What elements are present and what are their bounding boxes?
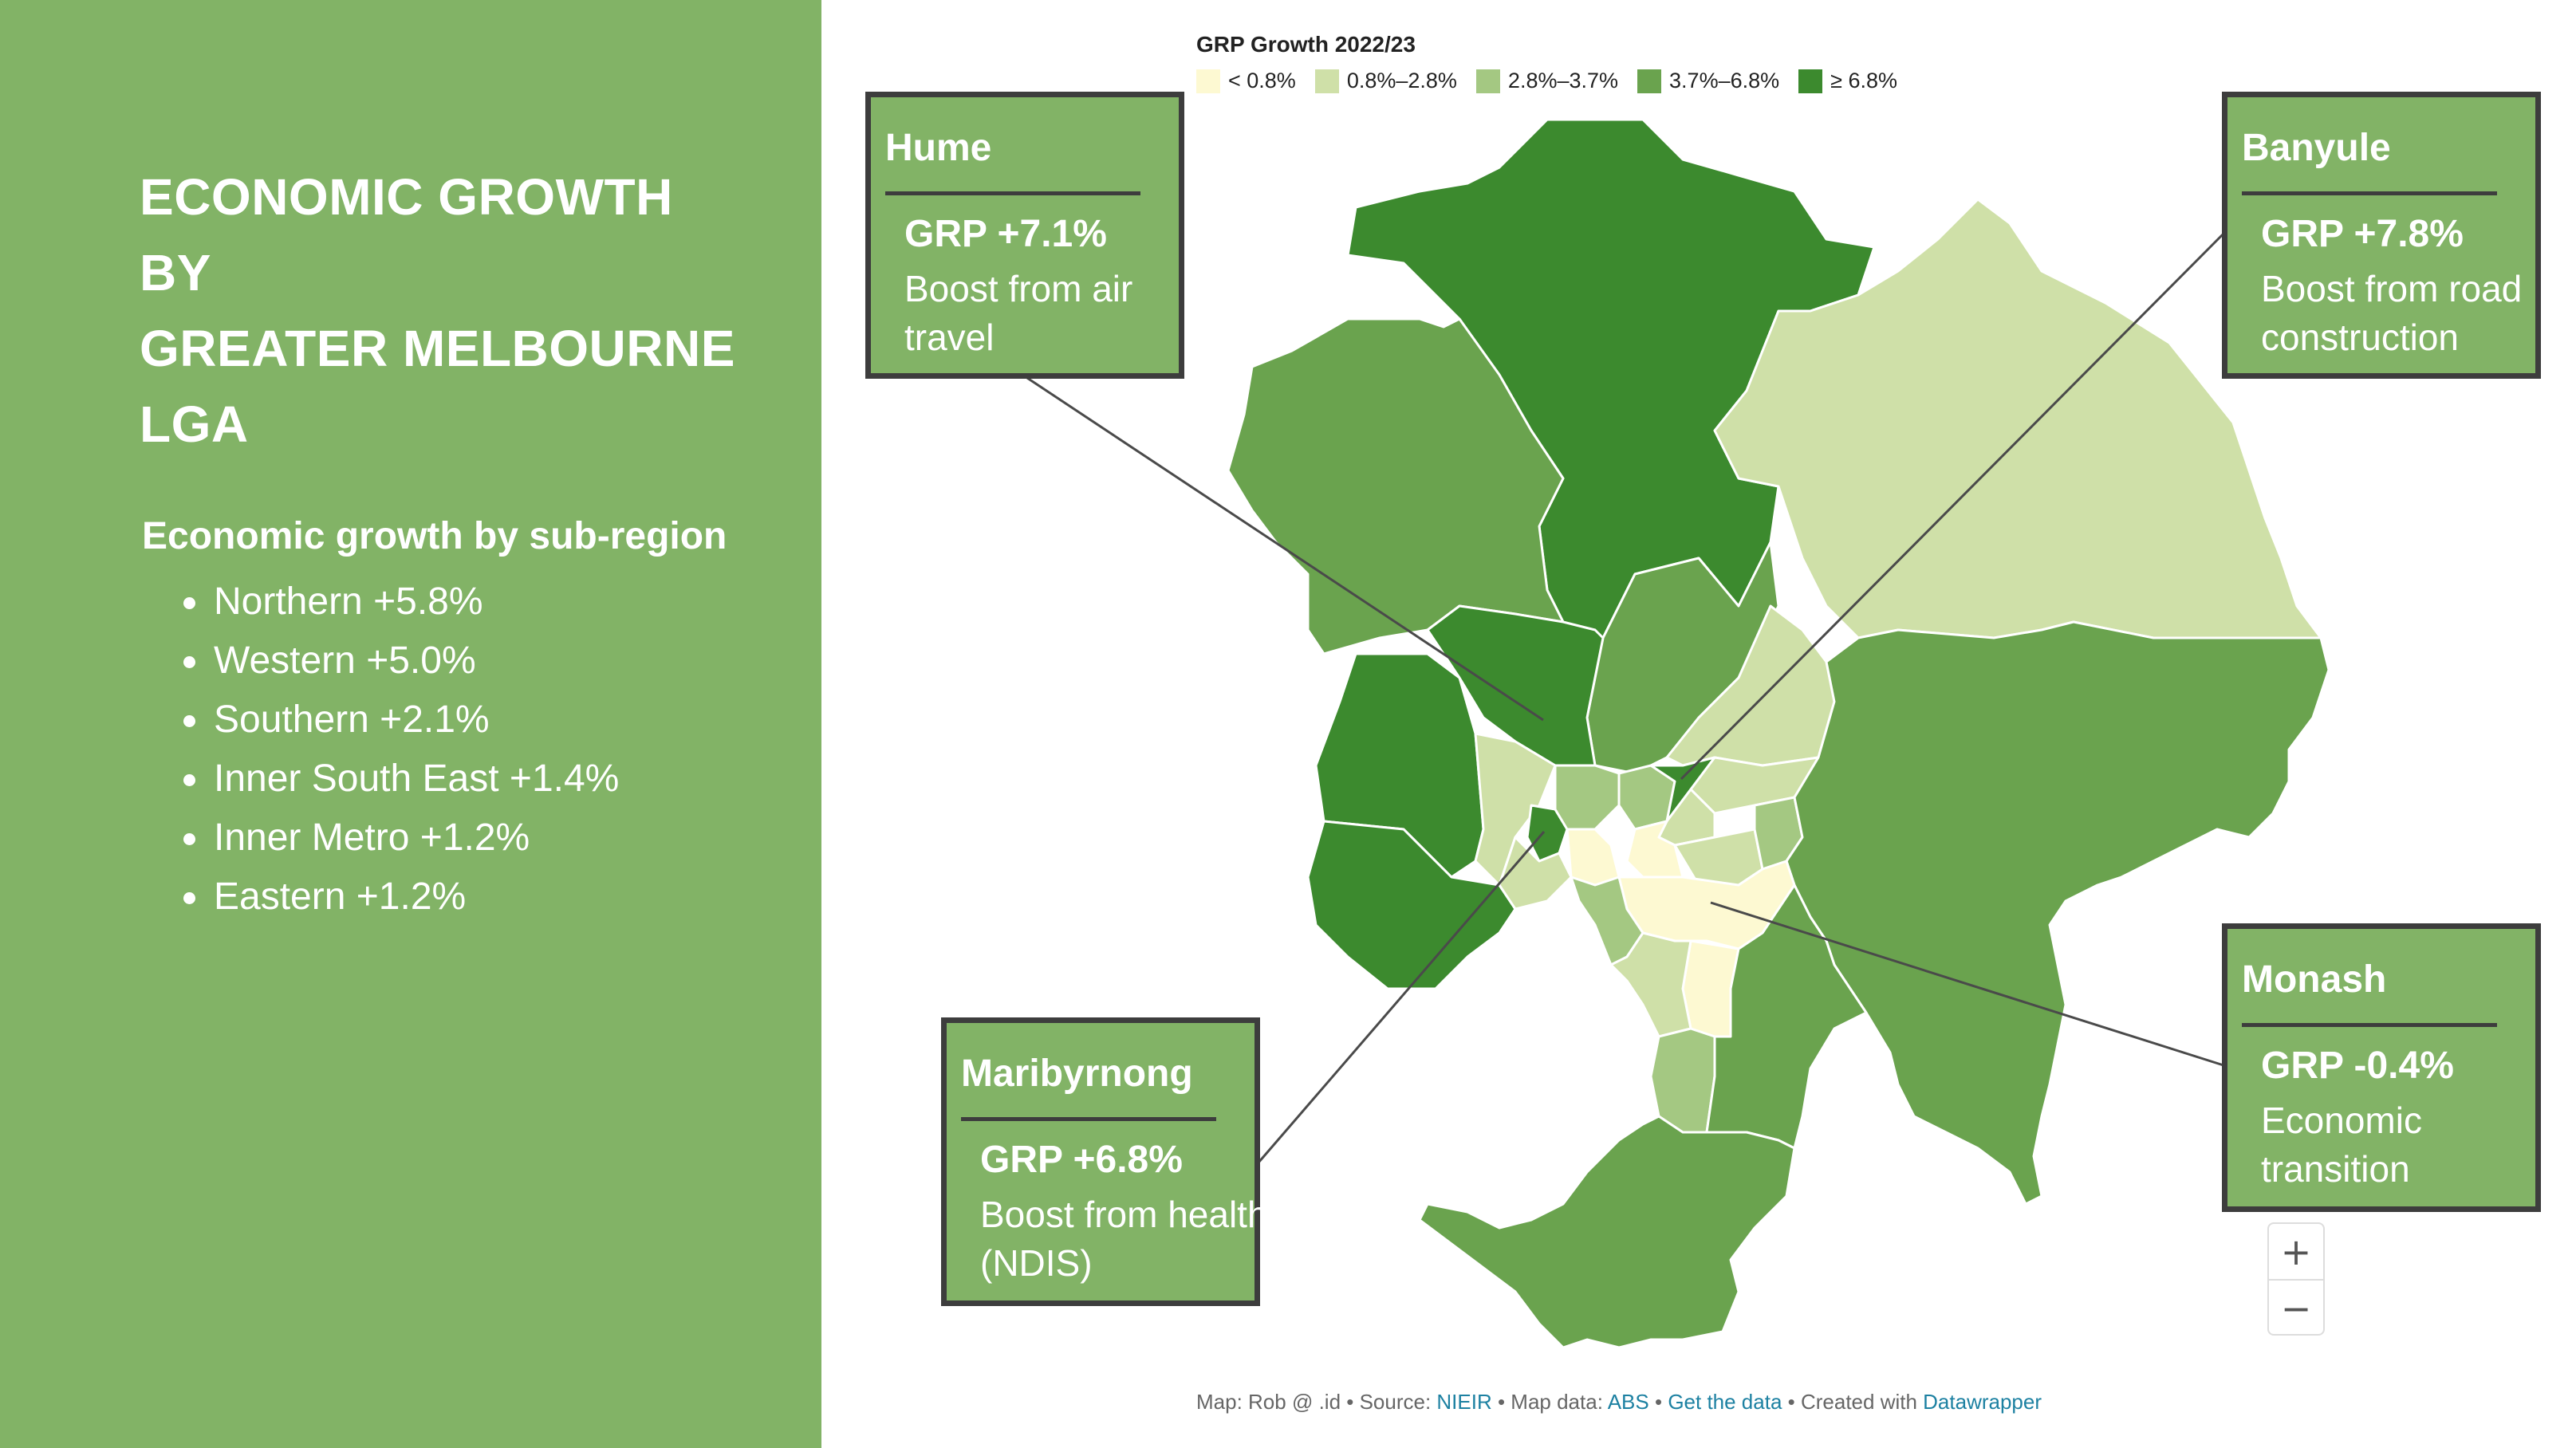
map-legend: < 0.8% 0.8%–2.8% 2.8%–3.7% 3.7%–6.8% ≥ 6… [1196, 69, 1897, 93]
subregion-item: Inner South East +1.4% [183, 750, 620, 809]
callout-description: Boost from health (NDIS) [980, 1190, 1347, 1288]
zoom-out-button[interactable]: − [2280, 1286, 2312, 1330]
subregion-value: +1.2% [419, 816, 530, 859]
callout-desc-line: Boost from health [980, 1194, 1268, 1235]
callout-description: Boost from road construction [2261, 265, 2576, 362]
lga-region[interactable] [1625, 820, 1684, 879]
title-line: ECONOMIC GROWTH BY [140, 168, 673, 301]
callout-grp: GRP +7.1% [904, 213, 1107, 255]
banyule-leader-line [1680, 228, 2229, 781]
lga-region[interactable] [1609, 931, 1692, 1038]
hume-leader-line [1024, 375, 1544, 722]
zoom-control: + − [2267, 1222, 2325, 1336]
lga-region[interactable] [1426, 604, 1605, 767]
legend-swatch [1314, 69, 1339, 93]
callout-desc-line: Economic [2261, 1100, 2422, 1141]
source-link[interactable]: NIEIR [1436, 1390, 1492, 1414]
lga-region[interactable] [1498, 836, 1573, 911]
legend-item: 3.7%–6.8% [1637, 69, 1779, 93]
callout-divider [961, 1117, 1216, 1121]
callout-grp: GRP +6.8% [980, 1139, 1183, 1181]
legend-label: ≥ 6.8% [1830, 69, 1898, 92]
subregion-item: Eastern +1.2% [183, 868, 619, 927]
callout-grp: GRP -0.4% [2261, 1045, 2454, 1087]
legend-title: GRP Growth 2022/23 [1196, 32, 1416, 57]
subregion-value: +5.0% [366, 639, 476, 682]
legend-item: 0.8%–2.8% [1314, 69, 1457, 93]
subregion-list: Northern +5.8% Western +5.0% Southern +2… [183, 573, 620, 927]
callout-divider [2242, 191, 2497, 195]
callout-title: Banyule [2242, 127, 2391, 169]
subregion-name: Northern [214, 580, 363, 623]
callout-divider [885, 191, 1140, 195]
legend-swatch [1798, 69, 1823, 93]
get-data-link[interactable]: Get the data [1668, 1390, 1782, 1414]
datawrapper-link[interactable]: Datawrapper [1923, 1390, 2042, 1414]
lga-region[interactable] [1566, 828, 1621, 887]
lga-region[interactable] [1554, 764, 1621, 831]
subregion-name: Western [214, 639, 356, 682]
subregion-item: Western +5.0% [183, 632, 619, 691]
callout-description: Boost from air travel [904, 265, 1271, 362]
callout-title: Monash [2242, 958, 2387, 1001]
lga-region[interactable] [1418, 1115, 1796, 1349]
maribyrnong-leader-line [1257, 831, 1546, 1163]
sidebar-panel: ECONOMIC GROWTH BY GREATER MELBOURNE LGA… [0, 0, 821, 1448]
callout-monash: Monash GRP -0.4% Economic transition [2222, 923, 2541, 1212]
callout-desc-line: (NDIS) [980, 1242, 1093, 1284]
subregion-heading: Economic growth by sub-region [142, 515, 727, 557]
callout-banyule: Banyule GRP +7.8% Boost from road constru… [2222, 92, 2541, 379]
subregion-value: +2.1% [380, 698, 490, 741]
legend-label: 3.7%–6.8% [1669, 69, 1780, 92]
legend-item: 2.8%–3.7% [1475, 69, 1619, 93]
subregion-name: Eastern [214, 875, 346, 918]
footer-text: • Map data: [1491, 1390, 1608, 1414]
subregion-item: Inner Metro +1.2% [183, 809, 619, 868]
subregion-item: Northern +5.8% [183, 573, 619, 632]
legend-swatch [1475, 69, 1500, 93]
legend-swatch [1196, 69, 1220, 93]
callout-desc-line: Boost from air [904, 268, 1133, 309]
lga-region[interactable] [1314, 652, 1485, 879]
page-title: ECONOMIC GROWTH BY GREATER MELBOURNE LGA [140, 159, 746, 462]
subregion-value: +1.4% [509, 757, 620, 800]
subregion-name: Southern [214, 698, 369, 741]
subregion-item: Southern +2.1% [183, 691, 619, 750]
lga-region[interactable] [1705, 883, 1868, 1150]
footer-text: • Created with [1782, 1390, 1924, 1414]
callout-hume: Hume GRP +7.1% Boost from air travel [865, 92, 1184, 379]
subregion-name: Inner Metro [214, 816, 410, 859]
subregion-value: +1.2% [356, 875, 467, 918]
map-data-link[interactable]: ABS [1607, 1390, 1649, 1414]
legend-label: 2.8%–3.7% [1507, 69, 1619, 92]
title-line: GREATER MELBOURNE [140, 320, 735, 377]
map-footer: Map: Rob @ .id • Source: NIEIR • Map dat… [1196, 1390, 2042, 1415]
legend-label: < 0.8% [1228, 69, 1296, 92]
subregion-value: +5.8% [373, 580, 483, 623]
callout-desc-line: transition [2261, 1148, 2410, 1190]
callout-title: Maribyrnong [961, 1053, 1193, 1095]
legend-item: < 0.8% [1196, 69, 1296, 93]
legend-item: ≥ 6.8% [1798, 69, 1897, 93]
lga-region[interactable] [1306, 820, 1517, 990]
callout-desc-line: construction [2261, 317, 2460, 358]
zoom-in-button[interactable]: + [2269, 1224, 2323, 1281]
callout-maribyrnong: Maribyrnong GRP +6.8% Boost from health (… [941, 1017, 1268, 1306]
callout-title: Hume [885, 127, 992, 169]
callout-desc-line: travel [904, 317, 995, 358]
subregion-name: Inner South East [214, 757, 499, 800]
monash-leader-line [1710, 901, 2224, 1067]
callout-desc-line: Boost from road [2261, 268, 2523, 309]
callout-grp: GRP +7.8% [2261, 213, 2464, 255]
legend-swatch [1637, 69, 1662, 93]
title-line: LGA [140, 395, 249, 453]
callout-description: Economic transition [2261, 1096, 2576, 1194]
legend-label: 0.8%–2.8% [1346, 69, 1457, 92]
callout-divider [2242, 1023, 2497, 1027]
footer-text: • [1648, 1390, 1668, 1414]
footer-text: Map: Rob @ .id • Source: [1196, 1390, 1437, 1414]
